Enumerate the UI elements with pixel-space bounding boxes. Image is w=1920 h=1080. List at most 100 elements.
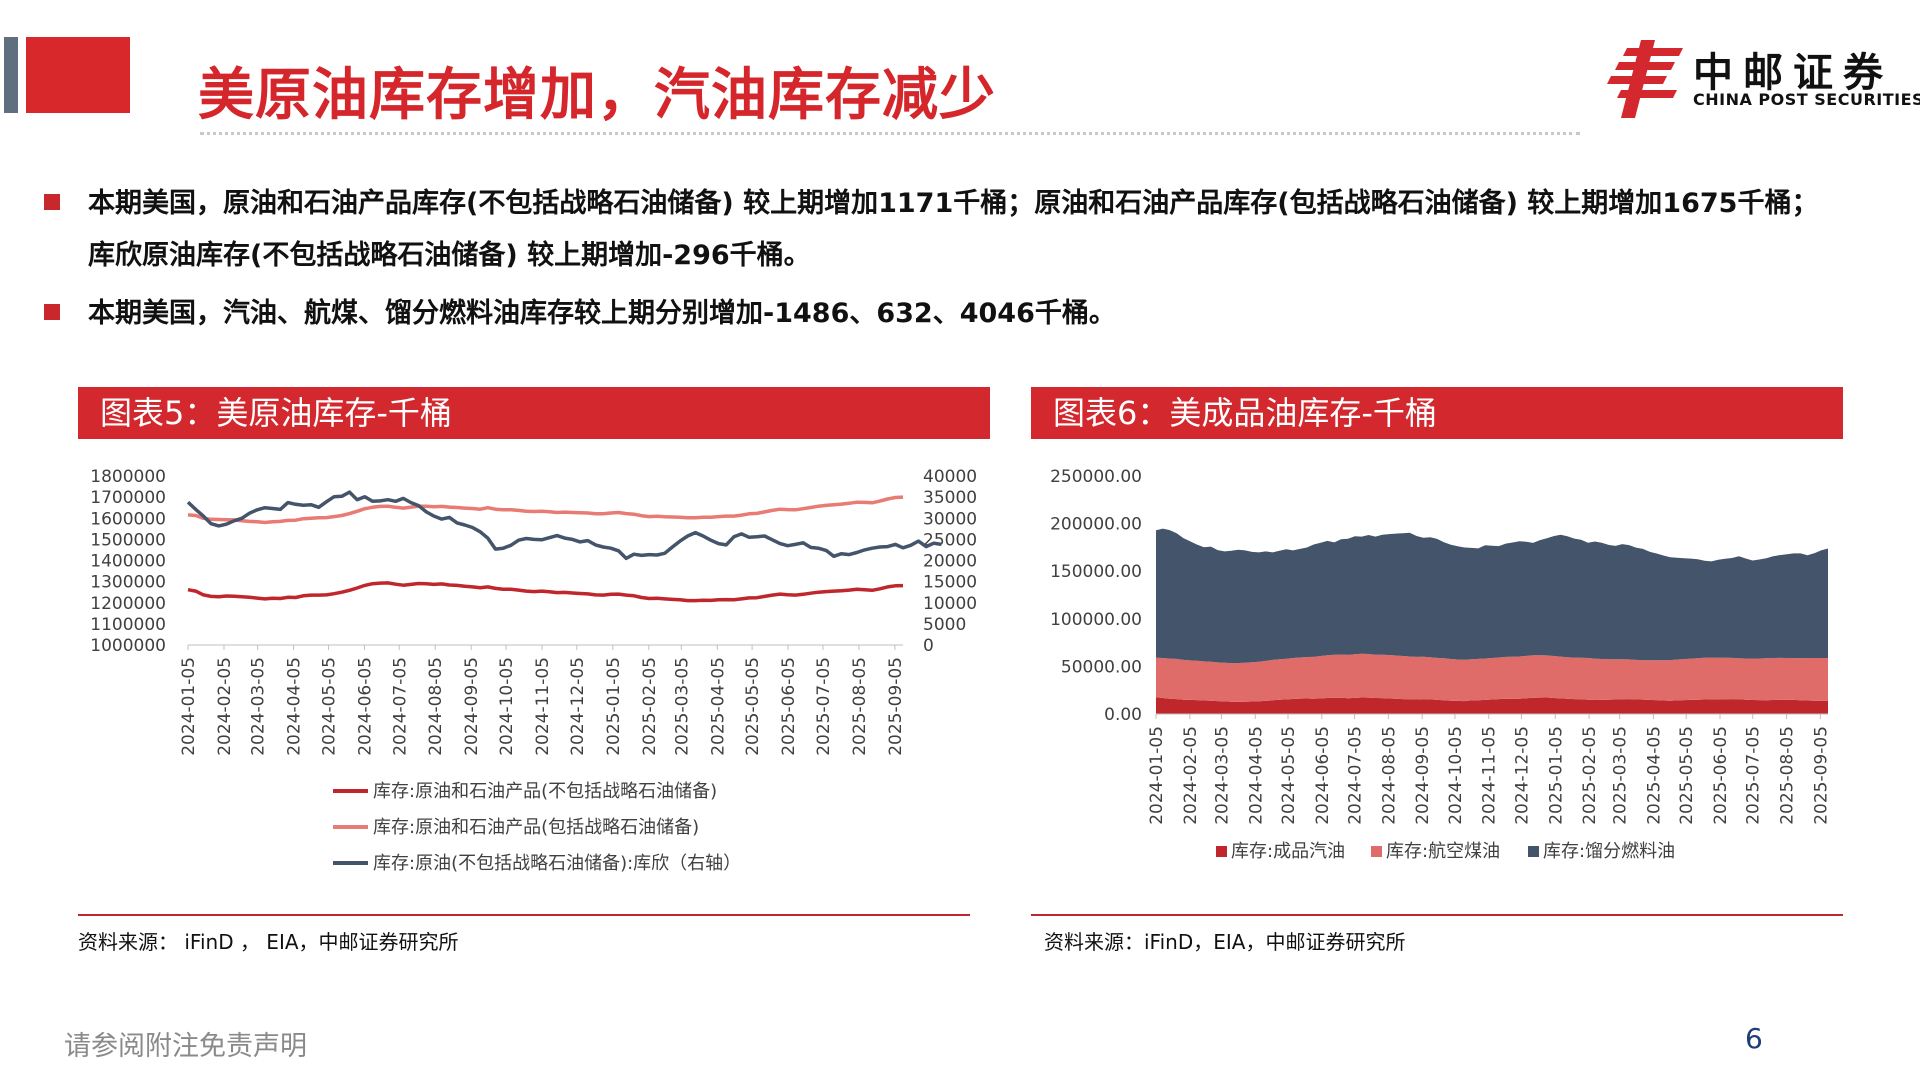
x-tick-label: 2024-01-05: [179, 657, 199, 756]
x-tick-label: 2025-09-05: [1811, 726, 1831, 825]
x-tick-label: 2025-01-05: [1546, 726, 1566, 825]
footer-disclaimer: 请参阅附注免责声明: [64, 1031, 307, 1062]
legend-swatch-1: [1371, 846, 1382, 857]
area-series-2: [1156, 528, 1828, 664]
chart6-source: 资料来源：iFinD，EIA，中邮证券研究所: [1044, 930, 1406, 954]
y-left-tick-label: 1700000: [90, 488, 166, 508]
legend-label-1: 库存:航空煤油: [1386, 841, 1500, 862]
chart5-header: 图表5：美原油库存-千桶: [78, 387, 990, 439]
x-tick-label: 2024-09-05: [462, 657, 482, 756]
legend-swatch-2: [1528, 846, 1539, 857]
x-tick-label: 2024-02-05: [215, 657, 235, 756]
y-tick-label: 50000.00: [1061, 657, 1142, 677]
legend-label-2: 库存:馏分燃料油: [1543, 841, 1675, 862]
chart6-source-divider: [1031, 914, 1843, 916]
x-tick-label: 2025-09-05: [886, 657, 906, 756]
y-tick-label: 0.00: [1104, 705, 1142, 725]
x-tick-label: 2025-05-05: [743, 657, 763, 756]
y-left-tick-label: 1000000: [90, 636, 166, 656]
y-right-tick-label: 35000: [923, 488, 977, 508]
x-tick-label: 2025-03-05: [672, 657, 692, 756]
legend-swatch-0: [1216, 846, 1227, 857]
x-tick-label: 2024-04-05: [1246, 726, 1266, 825]
x-tick-label: 2025-06-05: [779, 657, 799, 756]
area-series-0: [1156, 697, 1828, 714]
x-tick-label: 2024-01-05: [1147, 726, 1167, 825]
y-left-tick-label: 1200000: [90, 594, 166, 614]
bullet-text: 本期美国，汽油、航煤、馏分燃料油库存较上期分别增加-1486、632、4046千…: [88, 298, 1116, 329]
y-left-tick-label: 1500000: [90, 530, 166, 550]
x-tick-label: 2024-11-05: [1480, 726, 1500, 825]
x-tick-label: 2024-10-05: [497, 657, 517, 756]
x-tick-label: 2025-02-05: [640, 657, 660, 756]
x-tick-label: 2024-10-05: [1446, 726, 1466, 825]
legend-label-1: 库存:原油和石油产品(包括战略石油储备): [373, 817, 699, 838]
chart5-source-divider: [78, 914, 970, 916]
title-underline: [200, 132, 1580, 135]
chart6-header: 图表6：美成品油库存-千桶: [1031, 387, 1843, 439]
y-right-tick-label: 20000: [923, 552, 977, 572]
header-accent-red: [26, 37, 130, 113]
x-tick-label: 2024-07-05: [390, 657, 410, 756]
x-tick-label: 2024-05-05: [1279, 726, 1299, 825]
y-right-tick-label: 0: [923, 636, 934, 656]
x-tick-label: 2024-06-05: [355, 657, 375, 756]
series-line-2: [186, 490, 942, 561]
x-tick-label: 2024-03-05: [249, 657, 269, 756]
y-tick-label: 150000.00: [1050, 562, 1142, 582]
x-tick-label: 2024-12-05: [1512, 726, 1532, 825]
x-tick-label: 2025-06-05: [1711, 726, 1731, 825]
x-tick-label: 2024-06-05: [1313, 726, 1333, 825]
y-left-tick-label: 1100000: [90, 615, 166, 635]
x-tick-label: 2024-05-05: [319, 657, 339, 756]
y-left-tick-label: 1600000: [90, 509, 166, 529]
y-right-tick-label: 40000: [923, 467, 977, 487]
bullet-item-products: 本期美国，汽油、航煤、馏分燃料油库存较上期分别增加-1486、632、4046千…: [44, 288, 1844, 340]
x-tick-label: 2024-09-05: [1413, 726, 1433, 825]
x-tick-label: 2024-11-05: [533, 657, 553, 756]
x-tick-label: 2025-07-05: [814, 657, 834, 756]
chart5-source: 资料来源： iFinD ， EIA，中邮证券研究所: [78, 930, 459, 954]
y-right-tick-label: 25000: [923, 530, 977, 550]
x-tick-label: 2024-08-05: [1379, 726, 1399, 825]
x-tick-label: 2025-08-05: [1778, 726, 1798, 825]
y-left-tick-label: 1800000: [90, 467, 166, 487]
product-inventory-chart: 0.00 50000.00 100000.00 150000.00 200000.00 2…: [1050, 467, 1831, 862]
x-tick-label: 2025-01-05: [604, 657, 624, 756]
y-right-tick-label: 30000: [923, 509, 977, 529]
bullet-text: 本期美国，原油和石油产品库存(不包括战略石油储备) 较上期增加1171千桶；原油…: [88, 188, 1819, 271]
x-tick-label: 2024-04-05: [285, 657, 305, 756]
x-tick-label: 2024-07-05: [1346, 726, 1366, 825]
y-left-tick-label: 1300000: [90, 573, 166, 593]
y-right-tick-label: 10000: [923, 594, 977, 614]
series-line-0: [187, 581, 904, 603]
y-right-tick-label: 15000: [923, 573, 977, 593]
y-right-tick-label: 5000: [923, 615, 966, 635]
bullet-square-icon: [44, 194, 60, 210]
page-number: 6: [1745, 1022, 1763, 1055]
series-line-1: [187, 495, 904, 525]
y-tick-label: 200000.00: [1050, 515, 1142, 535]
china-post-securities-logo: 中邮证券 CHINA POST SECURITIES: [1605, 40, 1920, 120]
logo-mark-icon: [1607, 40, 1683, 118]
x-tick-label: 2025-04-05: [1644, 726, 1664, 825]
legend-label-2: 库存:原油(不包括战略石油储备):库欣（右轴）: [373, 853, 741, 874]
x-tick-label: 2025-07-05: [1744, 726, 1764, 825]
y-left-tick-label: 1400000: [90, 552, 166, 572]
area-series-1: [1156, 653, 1828, 702]
x-tick-label: 2025-05-05: [1677, 726, 1697, 825]
x-tick-label: 2025-03-05: [1611, 726, 1631, 825]
header-accent-gray: [4, 37, 18, 113]
x-tick-label: 2025-08-05: [850, 657, 870, 756]
bullet-item-crude: 本期美国，原油和石油产品库存(不包括战略石油储备) 较上期增加1171千桶；原油…: [44, 178, 1844, 282]
page-title: 美原油库存增加，汽油库存减少: [198, 63, 996, 128]
crude-inventory-chart: 1000000110000012000001300000140000015000…: [90, 467, 977, 874]
legend-label-0: 库存:原油和石油产品(不包括战略石油储备): [373, 781, 717, 802]
logo-chinese-name: 中邮证券: [1693, 50, 1893, 96]
x-tick-label: 2025-02-05: [1580, 726, 1600, 825]
x-tick-label: 2024-12-05: [568, 657, 588, 756]
x-tick-label: 2024-02-05: [1181, 726, 1201, 825]
x-tick-label: 2025-04-05: [708, 657, 728, 756]
y-tick-label: 100000.00: [1050, 610, 1142, 630]
